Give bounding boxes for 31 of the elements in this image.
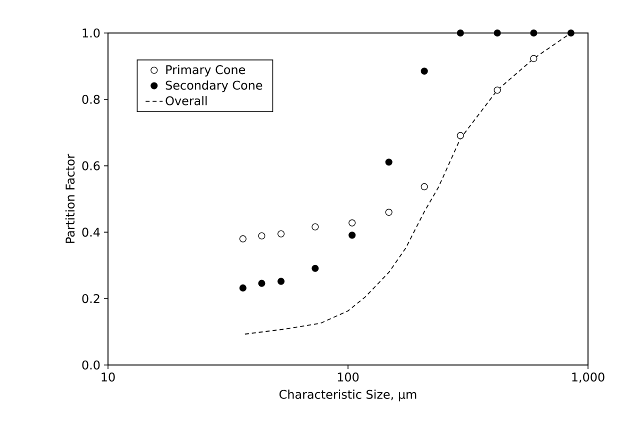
- y-tick-label: 0.8: [82, 94, 100, 104]
- point: [420, 68, 428, 75]
- point: [530, 29, 538, 37]
- point: [278, 230, 285, 238]
- y-tick-label: 0.6: [82, 161, 100, 170]
- point: [567, 29, 574, 37]
- legend-label: Secondary Cone: [166, 80, 262, 92]
- point: [385, 208, 392, 216]
- point: [456, 132, 464, 140]
- y-axis-title: Partition Factor: [65, 154, 75, 243]
- y-tick-label: 0.2: [82, 294, 100, 304]
- point: [312, 264, 319, 272]
- x-tick-label: 100: [338, 372, 359, 382]
- point: [348, 232, 356, 239]
- point: [494, 86, 501, 94]
- point: [348, 219, 356, 226]
- point: [494, 29, 501, 37]
- point: [385, 158, 392, 166]
- y-tick-label: 0.0: [82, 360, 100, 370]
- point: [420, 183, 428, 190]
- x-axis-title: Characteristic Size, µm: [280, 390, 416, 402]
- point: [530, 55, 538, 62]
- y-tick-label: 0.4: [82, 228, 100, 237]
- point: [456, 29, 464, 37]
- point: [312, 223, 319, 230]
- legend-label: Overall: [166, 96, 207, 106]
- x-tick-label: 1,000: [572, 372, 604, 383]
- y-tick-label: 1.0: [82, 28, 100, 38]
- legend-label: Primary Cone: [166, 64, 246, 77]
- point: [278, 278, 285, 285]
- x-tick-label: 10: [102, 372, 115, 382]
